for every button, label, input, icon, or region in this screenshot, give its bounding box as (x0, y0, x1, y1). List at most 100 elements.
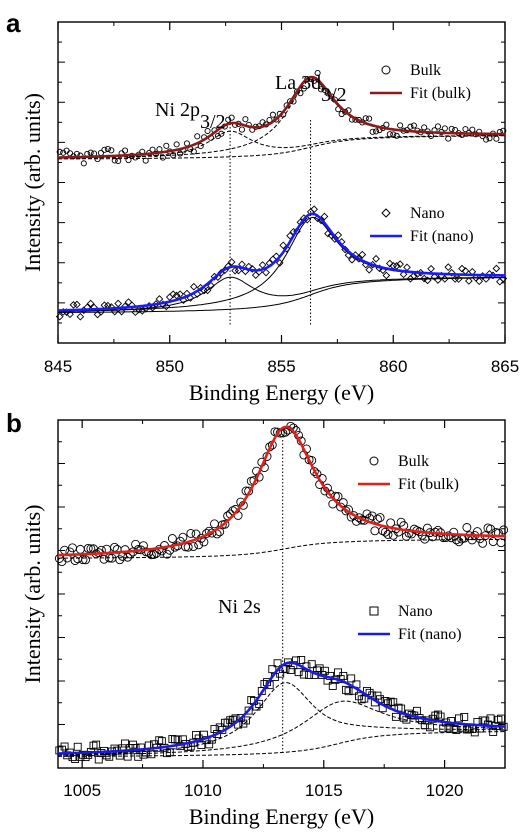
data-point (184, 141, 189, 146)
data-point (95, 756, 102, 763)
legend-label: Nano (398, 603, 433, 620)
data-point (435, 124, 440, 129)
data-point (497, 279, 503, 285)
data-point (453, 127, 458, 132)
data-point (483, 276, 489, 282)
legend-label: Bulk (410, 62, 441, 79)
data-point (221, 719, 228, 726)
data-point (174, 142, 179, 147)
data-point (100, 555, 108, 563)
x-tick-label: 850 (156, 357, 184, 376)
data-point (398, 123, 403, 128)
data-point (191, 284, 197, 290)
panel-b-chart: 1005 1010 1015 1020 Binding Energy (eV) Inten… (20, 420, 508, 829)
legend-label: Nano (410, 205, 445, 222)
data-point (98, 150, 103, 155)
data-point (135, 753, 142, 760)
y-axis-label: Intensity (arb. units) (20, 504, 45, 683)
legend-label: Fit (nano) (398, 626, 462, 643)
data-point (423, 524, 431, 532)
data-point (411, 123, 416, 128)
data-point (140, 751, 147, 758)
data-point (487, 136, 492, 141)
data-point (192, 530, 200, 538)
data-point (102, 147, 107, 152)
data-point (210, 520, 218, 528)
data-point (366, 267, 372, 273)
data-point (122, 148, 127, 153)
data-point (470, 127, 475, 132)
data-point (109, 148, 114, 153)
data-point (172, 736, 179, 743)
data-point (497, 539, 505, 547)
data-point (198, 143, 203, 148)
data-point (449, 126, 454, 131)
data-point (105, 146, 110, 151)
data-point (427, 724, 434, 731)
data-point (115, 300, 121, 306)
data-point (311, 206, 317, 212)
data-point (381, 528, 389, 536)
x-tick-label: 1005 (63, 781, 101, 800)
data-point (263, 269, 269, 275)
data-point (494, 136, 499, 141)
peak-annotation: La 3d3/2 (275, 72, 347, 106)
data-point (156, 296, 162, 302)
legend-marker (370, 457, 378, 465)
data-point (239, 127, 244, 132)
data-point (316, 665, 323, 672)
panel-label-a: a (6, 8, 21, 38)
data-point (442, 126, 447, 131)
data-point (74, 555, 82, 563)
data-point (483, 137, 488, 142)
component-curve (58, 539, 505, 558)
data-point (383, 272, 389, 278)
legend-label: Bulk (398, 453, 429, 470)
data-point (173, 292, 179, 298)
x-tick-label: 855 (267, 357, 295, 376)
data-point (227, 717, 234, 724)
data-point (463, 523, 471, 531)
legend-marker (382, 66, 390, 74)
data-point (189, 543, 197, 551)
data-point (270, 112, 275, 117)
plot-frame (58, 420, 505, 768)
x-tick-label: 1020 (426, 781, 464, 800)
data-point (211, 726, 218, 733)
data-point (122, 740, 129, 747)
data-point (482, 717, 489, 724)
data-point (243, 117, 248, 122)
peak-annotation: Ni 2s (218, 596, 261, 618)
data-point (148, 751, 155, 758)
data-point (373, 129, 378, 134)
data-point (493, 265, 499, 271)
data-point (170, 291, 176, 297)
data-point (367, 116, 372, 121)
data-point (67, 151, 72, 156)
data-point (413, 707, 420, 714)
x-tick-label: 1015 (305, 781, 343, 800)
data-point (111, 543, 119, 551)
y-axis-label: Intensity (arb. units) (20, 93, 45, 272)
peak-annotation: Ni 2p3/2 (155, 99, 226, 133)
data-point (376, 514, 384, 522)
data-point (476, 278, 482, 284)
data-point (168, 534, 176, 542)
data-point (76, 545, 84, 553)
data-point (177, 291, 183, 297)
data-point (77, 314, 83, 320)
data-point (321, 667, 328, 674)
data-point (295, 669, 302, 676)
x-axis-label: Binding Energy (eV) (189, 380, 374, 405)
data-point (81, 161, 86, 166)
x-tick-label: 1010 (184, 781, 222, 800)
data-point (428, 266, 434, 272)
panel-a-chart: 845 850 855 860 865 Binding Energy (eV) Intens… (20, 22, 519, 405)
x-tick-label: 860 (379, 357, 407, 376)
legend-label: Fit (nano) (410, 228, 474, 245)
data-point (179, 736, 186, 743)
data-point (445, 264, 451, 270)
data-point (74, 743, 81, 750)
data-point (479, 539, 487, 547)
